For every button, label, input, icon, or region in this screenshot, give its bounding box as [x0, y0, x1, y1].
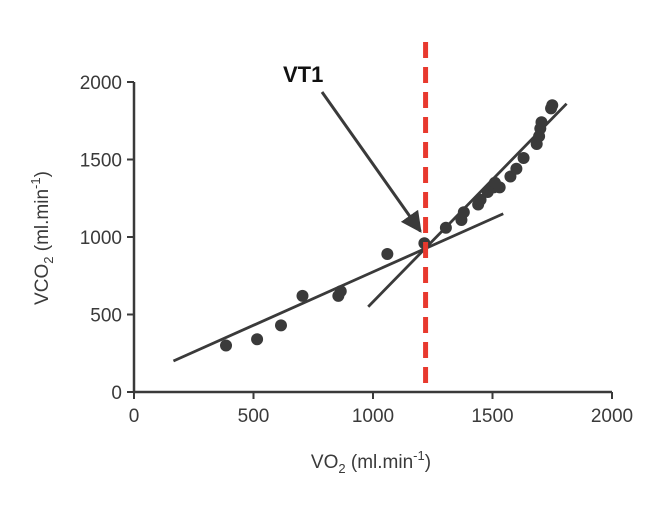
y-axis-title: VCO2 (ml.min-1): [28, 171, 56, 305]
y-tick-label: 0: [111, 383, 122, 404]
x-tick-label: 1500: [471, 406, 513, 427]
data-point: [535, 116, 548, 129]
data-point: [220, 339, 233, 352]
threshold-layer: [320, 42, 429, 392]
data-point: [474, 193, 487, 206]
fit-lines: [172, 102, 568, 363]
data-point: [251, 333, 264, 346]
x-axis-ticks: 0 500 1000 1500 2000: [129, 392, 633, 427]
data-point: [510, 162, 523, 175]
data-point: [439, 221, 452, 234]
vt1-label: VT1: [283, 62, 323, 87]
y-tick-label: 500: [90, 306, 122, 327]
data-point: [296, 289, 309, 302]
x-tick-label: 500: [238, 406, 270, 427]
data-point: [274, 319, 287, 332]
data-point: [381, 248, 394, 261]
x-axis-title: VO2 (ml.min-1): [311, 448, 431, 476]
y-tick-label: 1000: [80, 228, 122, 249]
data-points: [220, 99, 559, 352]
data-point: [334, 285, 347, 298]
y-tick-label: 1500: [80, 151, 122, 172]
data-point: [517, 151, 530, 164]
data-point: [546, 99, 559, 112]
data-point: [457, 206, 470, 219]
x-tick-label: 1000: [352, 406, 394, 427]
data-point: [493, 181, 506, 194]
vt1-arrow: [320, 91, 422, 233]
x-tick-label: 0: [129, 406, 140, 427]
x-tick-label: 2000: [591, 406, 633, 427]
y-axis-ticks: 0 500 1000 1500 2000: [80, 73, 134, 404]
y-tick-label: 2000: [80, 73, 122, 94]
